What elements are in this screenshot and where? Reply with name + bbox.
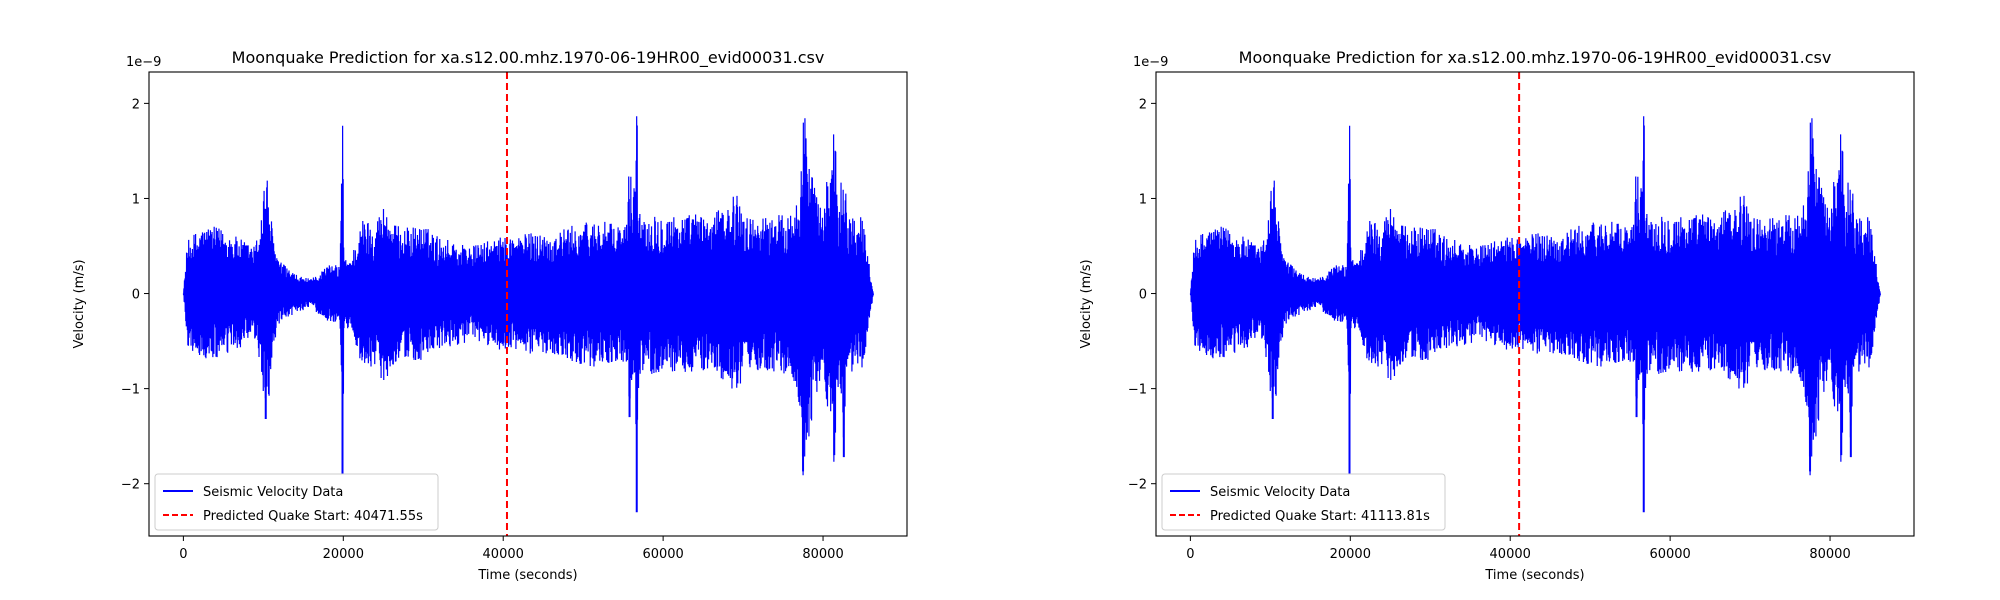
y-scale-label: 1e−9 bbox=[1133, 55, 1168, 70]
legend-box bbox=[1161, 473, 1446, 531]
x-tick-label: 20000 bbox=[1330, 547, 1371, 562]
y-tick-label: 1 bbox=[132, 192, 140, 207]
y-tick-label: 2 bbox=[132, 97, 140, 112]
y-tick-label: 0 bbox=[1139, 288, 1147, 303]
y-axis-label: Velocity (m/s) bbox=[1079, 259, 1094, 348]
x-tick-label: 0 bbox=[179, 547, 187, 562]
seismic-trace bbox=[1189, 116, 1882, 476]
x-axis-label: Time (seconds) bbox=[1484, 568, 1584, 583]
x-tick-label: 60000 bbox=[642, 547, 683, 562]
x-tick-label: 40000 bbox=[483, 547, 524, 562]
legend-label-data: Seismic Velocity Data bbox=[1210, 485, 1350, 500]
chart-title: Moonquake Prediction for xa.s12.00.mhz.1… bbox=[1239, 48, 1832, 68]
y-tick-label: −1 bbox=[1128, 383, 1147, 398]
seismic-spikes bbox=[1271, 293, 1852, 513]
x-tick-label: 80000 bbox=[1809, 547, 1850, 562]
x-tick-label: 60000 bbox=[1649, 547, 1690, 562]
legend-label-quake: Predicted Quake Start: 41113.81s bbox=[1210, 509, 1430, 524]
legend-box bbox=[154, 473, 439, 531]
chart-title: Moonquake Prediction for xa.s12.00.mhz.1… bbox=[232, 48, 825, 68]
y-tick-label: −2 bbox=[1128, 478, 1147, 493]
x-tick-label: 20000 bbox=[323, 547, 364, 562]
x-tick-label: 40000 bbox=[1490, 547, 1531, 562]
plot-frame bbox=[148, 71, 908, 537]
y-tick-label: −1 bbox=[121, 383, 140, 398]
plot-frame bbox=[1155, 71, 1915, 537]
chart-panel-2: Moonquake Prediction for xa.s12.00.mhz.1… bbox=[1079, 48, 1915, 583]
y-tick-label: 0 bbox=[132, 288, 140, 303]
chart-panel-1: Moonquake Prediction for xa.s12.00.mhz.1… bbox=[72, 48, 908, 583]
y-tick-label: 1 bbox=[1139, 192, 1147, 207]
y-scale-label: 1e−9 bbox=[126, 55, 161, 70]
x-axis-label: Time (seconds) bbox=[477, 568, 577, 583]
legend-label-data: Seismic Velocity Data bbox=[203, 485, 343, 500]
x-tick-label: 80000 bbox=[802, 547, 843, 562]
y-tick-label: 2 bbox=[1139, 97, 1147, 112]
y-tick-label: −2 bbox=[121, 478, 140, 493]
legend-label-quake: Predicted Quake Start: 40471.55s bbox=[203, 509, 423, 524]
seismic-spikes bbox=[264, 293, 845, 513]
x-tick-label: 0 bbox=[1186, 547, 1194, 562]
seismic-trace bbox=[182, 116, 875, 476]
y-axis-label: Velocity (m/s) bbox=[72, 259, 87, 348]
